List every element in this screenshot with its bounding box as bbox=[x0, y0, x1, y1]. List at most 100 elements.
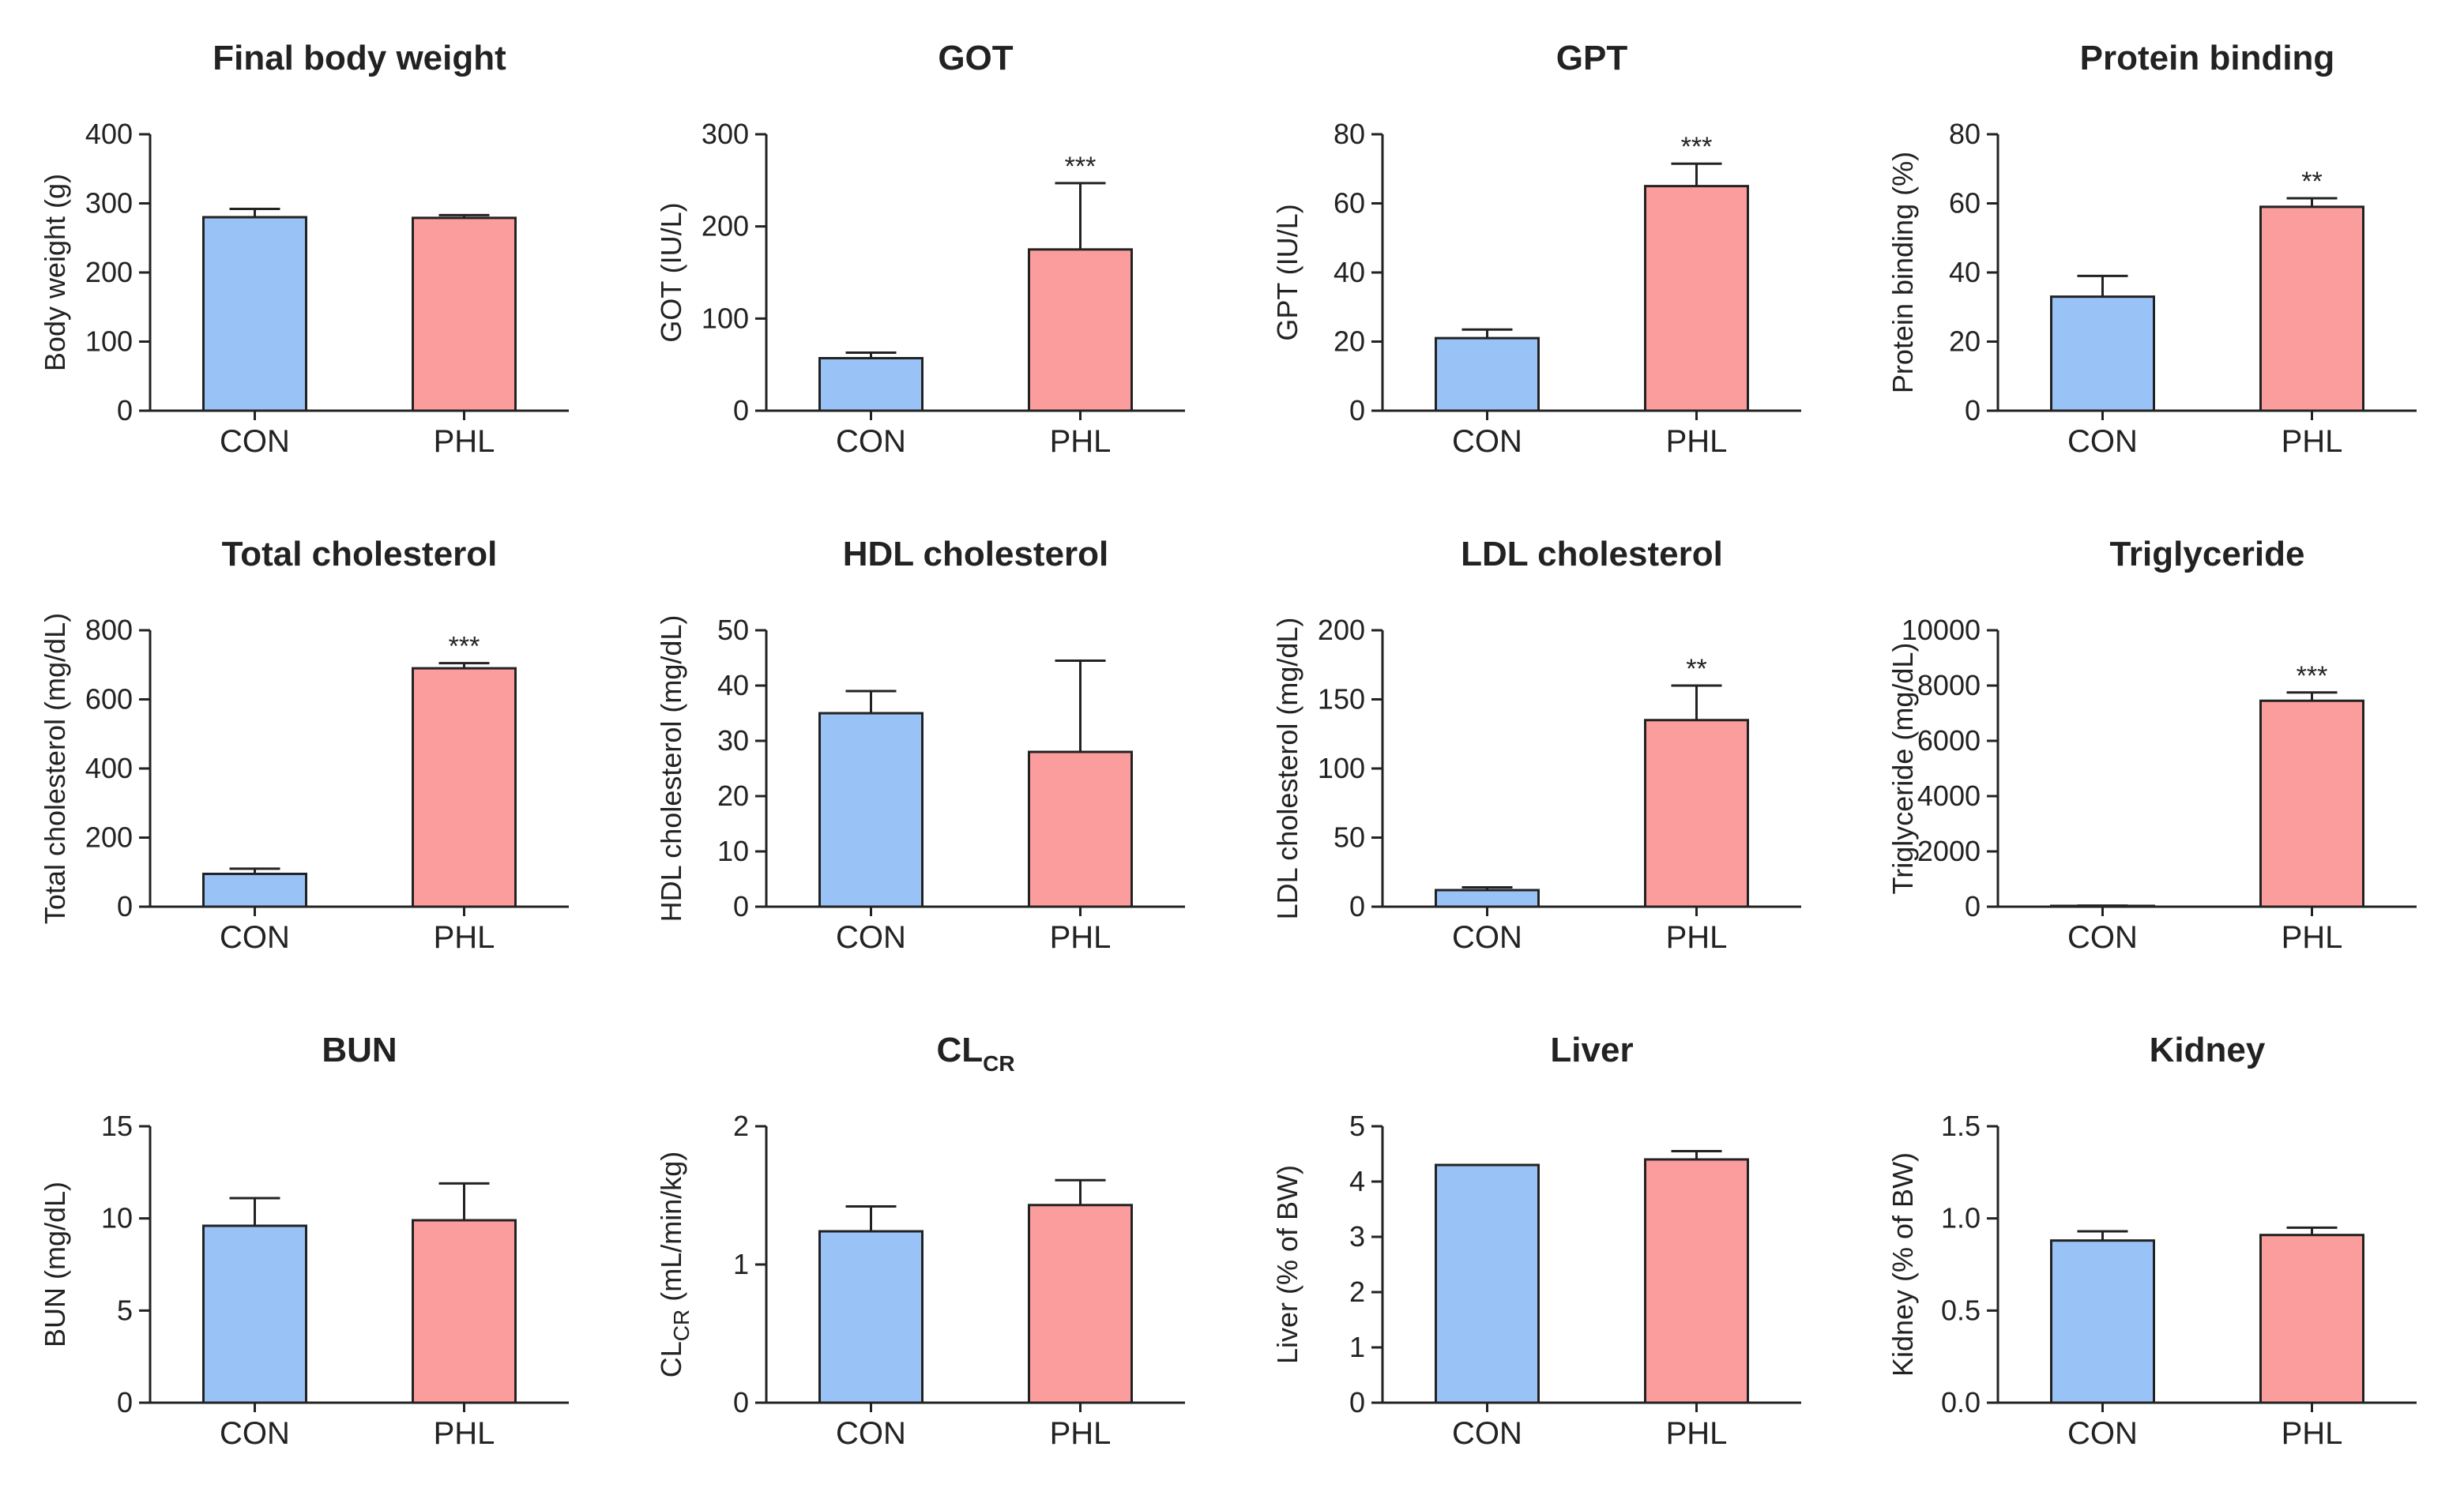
y-axis-label-text: Protein binding (%) bbox=[1887, 152, 1919, 393]
bar-con bbox=[818, 357, 924, 412]
chart-title: HDL cholesterol bbox=[843, 535, 1109, 573]
bar-con bbox=[818, 712, 924, 908]
category-label-phl: PHL bbox=[2282, 1416, 2343, 1451]
chart-title-subscript: CR bbox=[983, 1051, 1014, 1076]
category-label-phl: PHL bbox=[2282, 920, 2343, 955]
y-tick-label: 15 bbox=[101, 1110, 133, 1142]
y-tick-label: 8000 bbox=[1917, 669, 1981, 701]
y-axis-label-text: Kidney (% of BW) bbox=[1887, 1152, 1919, 1377]
chart-title-text: Triglyceride bbox=[2109, 535, 2304, 573]
chart-title: GOT bbox=[938, 39, 1013, 77]
chart-title: Final body weight bbox=[213, 39, 506, 77]
y-tick-label: 0 bbox=[1965, 394, 1981, 426]
chart-svg: HDL cholesterol HDL cholesterol (mg/dL) 0 1… bbox=[655, 535, 1185, 955]
chart-title: Triglyceride bbox=[2109, 535, 2304, 573]
y-tick-label: 5 bbox=[117, 1294, 133, 1326]
y-tick-label: 4 bbox=[1349, 1165, 1365, 1197]
y-tick-label: 80 bbox=[1949, 118, 1981, 150]
bar-con bbox=[1435, 889, 1540, 908]
chart-title-text: Liver bbox=[1550, 1031, 1633, 1069]
y-tick-label: 60 bbox=[1949, 187, 1981, 220]
chart-title-text: GPT bbox=[1556, 39, 1628, 77]
y-tick-label: 5 bbox=[1349, 1110, 1365, 1142]
y-tick-label: 200 bbox=[85, 821, 133, 854]
panel-liver: Liver Liver (% of BW) 0 1 2 3 4 5 CON PHL bbox=[1232, 992, 1849, 1488]
category-label-phl: PHL bbox=[434, 920, 495, 955]
y-tick-label: 200 bbox=[702, 210, 749, 242]
y-tick-label: 1 bbox=[733, 1248, 749, 1280]
y-tick-label: 800 bbox=[85, 614, 133, 646]
chart-title-text: BUN bbox=[322, 1031, 397, 1069]
significance-marker: ** bbox=[2301, 167, 2322, 197]
y-tick-label: 0 bbox=[733, 394, 749, 426]
category-label-phl: PHL bbox=[1050, 920, 1112, 955]
y-axis-label-text: Triglyceride (mg/dL) bbox=[1887, 643, 1919, 895]
category-label-con: CON bbox=[2067, 1416, 2138, 1451]
y-tick-label: 3 bbox=[1349, 1220, 1365, 1253]
y-tick-label: 200 bbox=[1318, 614, 1365, 646]
y-tick-label: 0 bbox=[733, 1386, 749, 1418]
y-tick-label: 0.0 bbox=[1941, 1386, 1981, 1418]
chart-title-text: Protein binding bbox=[2080, 39, 2335, 77]
bar-con bbox=[202, 872, 307, 908]
bar-phl bbox=[1028, 750, 1133, 908]
chart-svg: Kidney Kidney (% of BW) 0.0 0.5 1.0 1.5 CON PHL bbox=[1887, 1031, 2417, 1451]
bar-phl bbox=[2259, 205, 2364, 412]
y-tick-label: 4000 bbox=[1917, 780, 1981, 812]
y-tick-label: 0.5 bbox=[1941, 1294, 1981, 1326]
chart-svg: GPT GPT (IU/L) 0 20 40 60 80 CON *** PHL bbox=[1271, 39, 1801, 459]
y-tick-label: 30 bbox=[717, 724, 749, 757]
panel-bun: BUN BUN (mg/dL) 0 5 10 15 CON PHL bbox=[0, 992, 616, 1488]
y-axis-label-text: Body weight (g) bbox=[39, 174, 71, 371]
y-tick-label: 200 bbox=[85, 256, 133, 288]
y-tick-label: 150 bbox=[1318, 683, 1365, 716]
y-axis-label: Kidney (% of BW) bbox=[1887, 1152, 1919, 1377]
chart-title-text: GOT bbox=[938, 39, 1013, 77]
y-tick-label: 300 bbox=[702, 118, 749, 150]
chart-title: Total cholesterol bbox=[222, 535, 498, 573]
panel-got: GOT GOT (IU/L) 0 100 200 300 CON *** PHL bbox=[616, 0, 1232, 496]
bar-phl bbox=[412, 667, 517, 908]
chart-title: GPT bbox=[1556, 39, 1628, 77]
y-tick-label: 2 bbox=[733, 1110, 749, 1142]
y-tick-label: 20 bbox=[1334, 325, 1365, 358]
y-tick-label: 0 bbox=[1349, 1386, 1365, 1418]
y-tick-label: 300 bbox=[85, 187, 133, 220]
bar-phl bbox=[1028, 248, 1133, 412]
bar-phl bbox=[1644, 185, 1749, 412]
y-axis-label-text: CL bbox=[655, 1341, 687, 1377]
category-label-con: CON bbox=[1452, 1416, 1522, 1451]
chart-svg: Triglyceride Triglyceride (mg/dL) 0 2000 400… bbox=[1887, 535, 2417, 955]
y-axis-label: GPT (IU/L) bbox=[1271, 204, 1303, 340]
y-tick-label: 20 bbox=[1949, 325, 1981, 358]
y-axis-label: Liver (% of BW) bbox=[1271, 1165, 1303, 1364]
y-tick-label: 2 bbox=[1349, 1276, 1365, 1308]
category-label-con: CON bbox=[220, 424, 290, 459]
y-axis-label: HDL cholesterol (mg/dL) bbox=[655, 615, 687, 922]
y-tick-label: 0 bbox=[117, 1386, 133, 1418]
y-axis-label-subscript: CR bbox=[669, 1310, 694, 1341]
y-axis-label: CLCR (mL/min/kg) bbox=[655, 1152, 694, 1378]
y-tick-label: 100 bbox=[85, 325, 133, 358]
panel-triglyceride: Triglyceride Triglyceride (mg/dL) 0 2000 400… bbox=[1848, 496, 2464, 992]
category-label-con: CON bbox=[2067, 424, 2138, 459]
chart-title: LDL cholesterol bbox=[1461, 535, 1723, 573]
category-label-con: CON bbox=[836, 424, 906, 459]
bar-con bbox=[818, 1230, 924, 1404]
y-tick-label: 1.0 bbox=[1941, 1202, 1981, 1234]
chart-title: Liver bbox=[1550, 1031, 1633, 1069]
category-label-phl: PHL bbox=[1666, 424, 1728, 459]
bar-con bbox=[2050, 295, 2155, 412]
significance-marker: ** bbox=[1686, 654, 1706, 684]
bar-phl bbox=[412, 216, 517, 412]
y-tick-label: 40 bbox=[1334, 256, 1365, 288]
y-axis-label: Body weight (g) bbox=[39, 174, 71, 371]
y-tick-label: 0 bbox=[117, 890, 133, 922]
y-tick-label: 10000 bbox=[1902, 614, 1981, 646]
y-axis-label: Triglyceride (mg/dL) bbox=[1887, 643, 1919, 895]
category-label-con: CON bbox=[1452, 920, 1522, 955]
panel-gpt: GPT GPT (IU/L) 0 20 40 60 80 CON *** PHL bbox=[1232, 0, 1849, 496]
significance-marker: *** bbox=[449, 632, 480, 662]
category-label-phl: PHL bbox=[1050, 424, 1112, 459]
category-label-phl: PHL bbox=[1666, 1416, 1728, 1451]
